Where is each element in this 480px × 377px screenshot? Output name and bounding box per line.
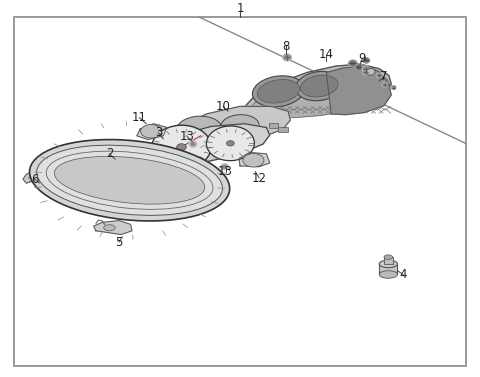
Ellipse shape [104, 225, 115, 231]
Polygon shape [158, 106, 290, 151]
Ellipse shape [252, 76, 304, 107]
Circle shape [223, 165, 227, 168]
Text: 7: 7 [380, 70, 388, 83]
Ellipse shape [296, 71, 343, 101]
Text: 4: 4 [399, 268, 407, 281]
Polygon shape [239, 152, 270, 167]
Text: 12: 12 [252, 172, 267, 184]
Polygon shape [23, 172, 46, 183]
Ellipse shape [227, 141, 234, 146]
Circle shape [378, 74, 381, 77]
Ellipse shape [300, 75, 338, 97]
Ellipse shape [177, 144, 186, 150]
Ellipse shape [243, 153, 264, 167]
Text: 1: 1 [236, 2, 244, 15]
Text: 9: 9 [359, 52, 366, 65]
Circle shape [355, 64, 363, 70]
Bar [278, 127, 288, 132]
Text: 6: 6 [31, 173, 38, 185]
Text: 10: 10 [216, 100, 230, 113]
Circle shape [392, 86, 395, 89]
Circle shape [357, 65, 361, 69]
Circle shape [382, 82, 388, 87]
Text: 13: 13 [218, 165, 233, 178]
Ellipse shape [36, 145, 223, 215]
Bar [173, 135, 182, 140]
Ellipse shape [206, 126, 254, 161]
Polygon shape [247, 69, 390, 118]
Polygon shape [140, 124, 270, 170]
Circle shape [362, 66, 369, 71]
Ellipse shape [221, 115, 259, 137]
Polygon shape [94, 221, 132, 234]
Text: 2: 2 [106, 147, 113, 160]
Text: 11: 11 [132, 111, 147, 124]
Circle shape [350, 61, 355, 65]
Circle shape [283, 54, 291, 61]
Circle shape [364, 59, 368, 62]
Circle shape [348, 60, 357, 67]
Text: 5: 5 [115, 236, 123, 248]
Text: 14: 14 [319, 48, 334, 61]
Ellipse shape [30, 139, 229, 221]
Polygon shape [242, 64, 391, 116]
Circle shape [191, 143, 195, 146]
Polygon shape [137, 124, 167, 139]
Bar [384, 257, 393, 264]
Polygon shape [326, 66, 391, 115]
Ellipse shape [379, 271, 397, 278]
Text: 13: 13 [180, 130, 194, 143]
Ellipse shape [176, 116, 222, 143]
Ellipse shape [384, 255, 393, 259]
Ellipse shape [257, 80, 300, 103]
Bar [269, 123, 278, 128]
Bar [379, 264, 397, 274]
Circle shape [364, 67, 368, 70]
Circle shape [376, 73, 382, 78]
Ellipse shape [379, 260, 397, 268]
Circle shape [364, 71, 368, 74]
Text: 3: 3 [155, 126, 162, 139]
Text: 8: 8 [282, 40, 289, 53]
Circle shape [384, 83, 386, 86]
Circle shape [391, 86, 396, 89]
Circle shape [221, 164, 228, 170]
Circle shape [363, 58, 370, 63]
Circle shape [285, 55, 289, 59]
Ellipse shape [54, 156, 205, 204]
Ellipse shape [141, 124, 162, 138]
Circle shape [362, 70, 369, 75]
Circle shape [189, 141, 197, 147]
Ellipse shape [152, 125, 211, 169]
Bar [187, 133, 197, 139]
